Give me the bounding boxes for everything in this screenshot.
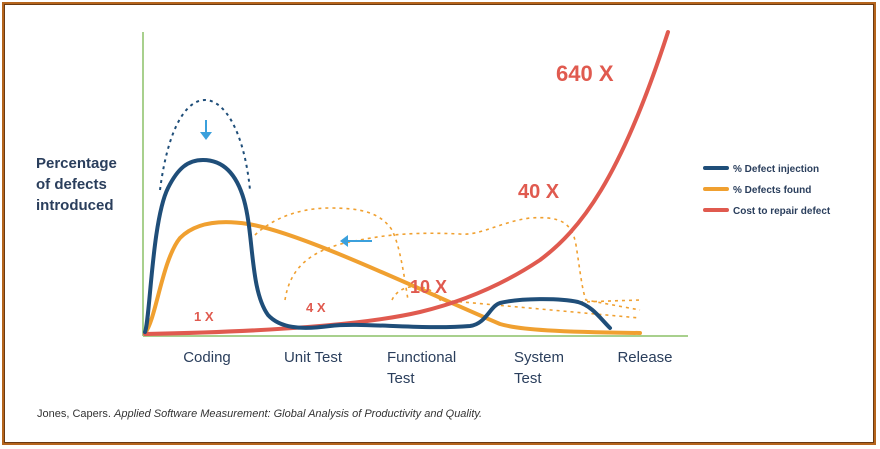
- found-shifted-dotted-4: [579, 299, 641, 303]
- annotation-4x: 4 X: [306, 300, 326, 315]
- legend: % Defect injection % Defects found Cost …: [703, 164, 831, 217]
- x-tick-system-test: System Test: [514, 349, 568, 387]
- legend-label-found: % Defects found: [733, 185, 811, 196]
- series-defect-injection: [143, 157, 612, 334]
- citation-author: Jones, Capers.: [37, 408, 111, 420]
- injection-original-dotted: [159, 98, 251, 191]
- x-tick-system-test-line-2: Test: [514, 370, 542, 387]
- x-tick-functional-test: Functional Test: [387, 349, 460, 387]
- arrow-down-icon: [200, 120, 212, 140]
- y-axis-label: Percentage of defects introduced: [36, 155, 121, 214]
- x-tick-functional-test-line-1: Functional: [387, 349, 456, 366]
- y-axis-label-line-2: of defects: [36, 176, 107, 193]
- x-tick-unit-test: Unit Test: [284, 349, 343, 366]
- legend-label-cost: Cost to repair defect: [733, 206, 831, 217]
- x-tick-functional-test-line-2: Test: [387, 370, 415, 387]
- annotation-1x: 1 X: [194, 309, 214, 324]
- chart-frame: [2, 2, 876, 445]
- found-shifted-dotted-3: [391, 285, 641, 319]
- x-tick-coding: Coding: [183, 349, 231, 366]
- y-axis-label-line-1: Percentage: [36, 155, 117, 172]
- annotation-640x: 640 X: [556, 61, 614, 86]
- series-cost-to-repair: [143, 30, 670, 336]
- x-tick-system-test-line-1: System: [514, 349, 564, 366]
- citation: Jones, Capers. Applied Software Measurem…: [37, 408, 482, 420]
- annotation-10x: 10 X: [410, 277, 447, 297]
- annotation-40x: 40 X: [518, 181, 560, 203]
- found-shifted-dotted-1: [249, 207, 409, 301]
- citation-title: Applied Software Measurement: Global Ana…: [113, 408, 482, 420]
- series-defects-found: [143, 220, 642, 335]
- x-tick-release: Release: [617, 349, 672, 366]
- legend-label-injection: % Defect injection: [733, 164, 819, 175]
- arrow-left-icon: [340, 235, 372, 247]
- found-shifted-dotted-2: [284, 216, 641, 311]
- y-axis-label-line-3: introduced: [36, 197, 114, 214]
